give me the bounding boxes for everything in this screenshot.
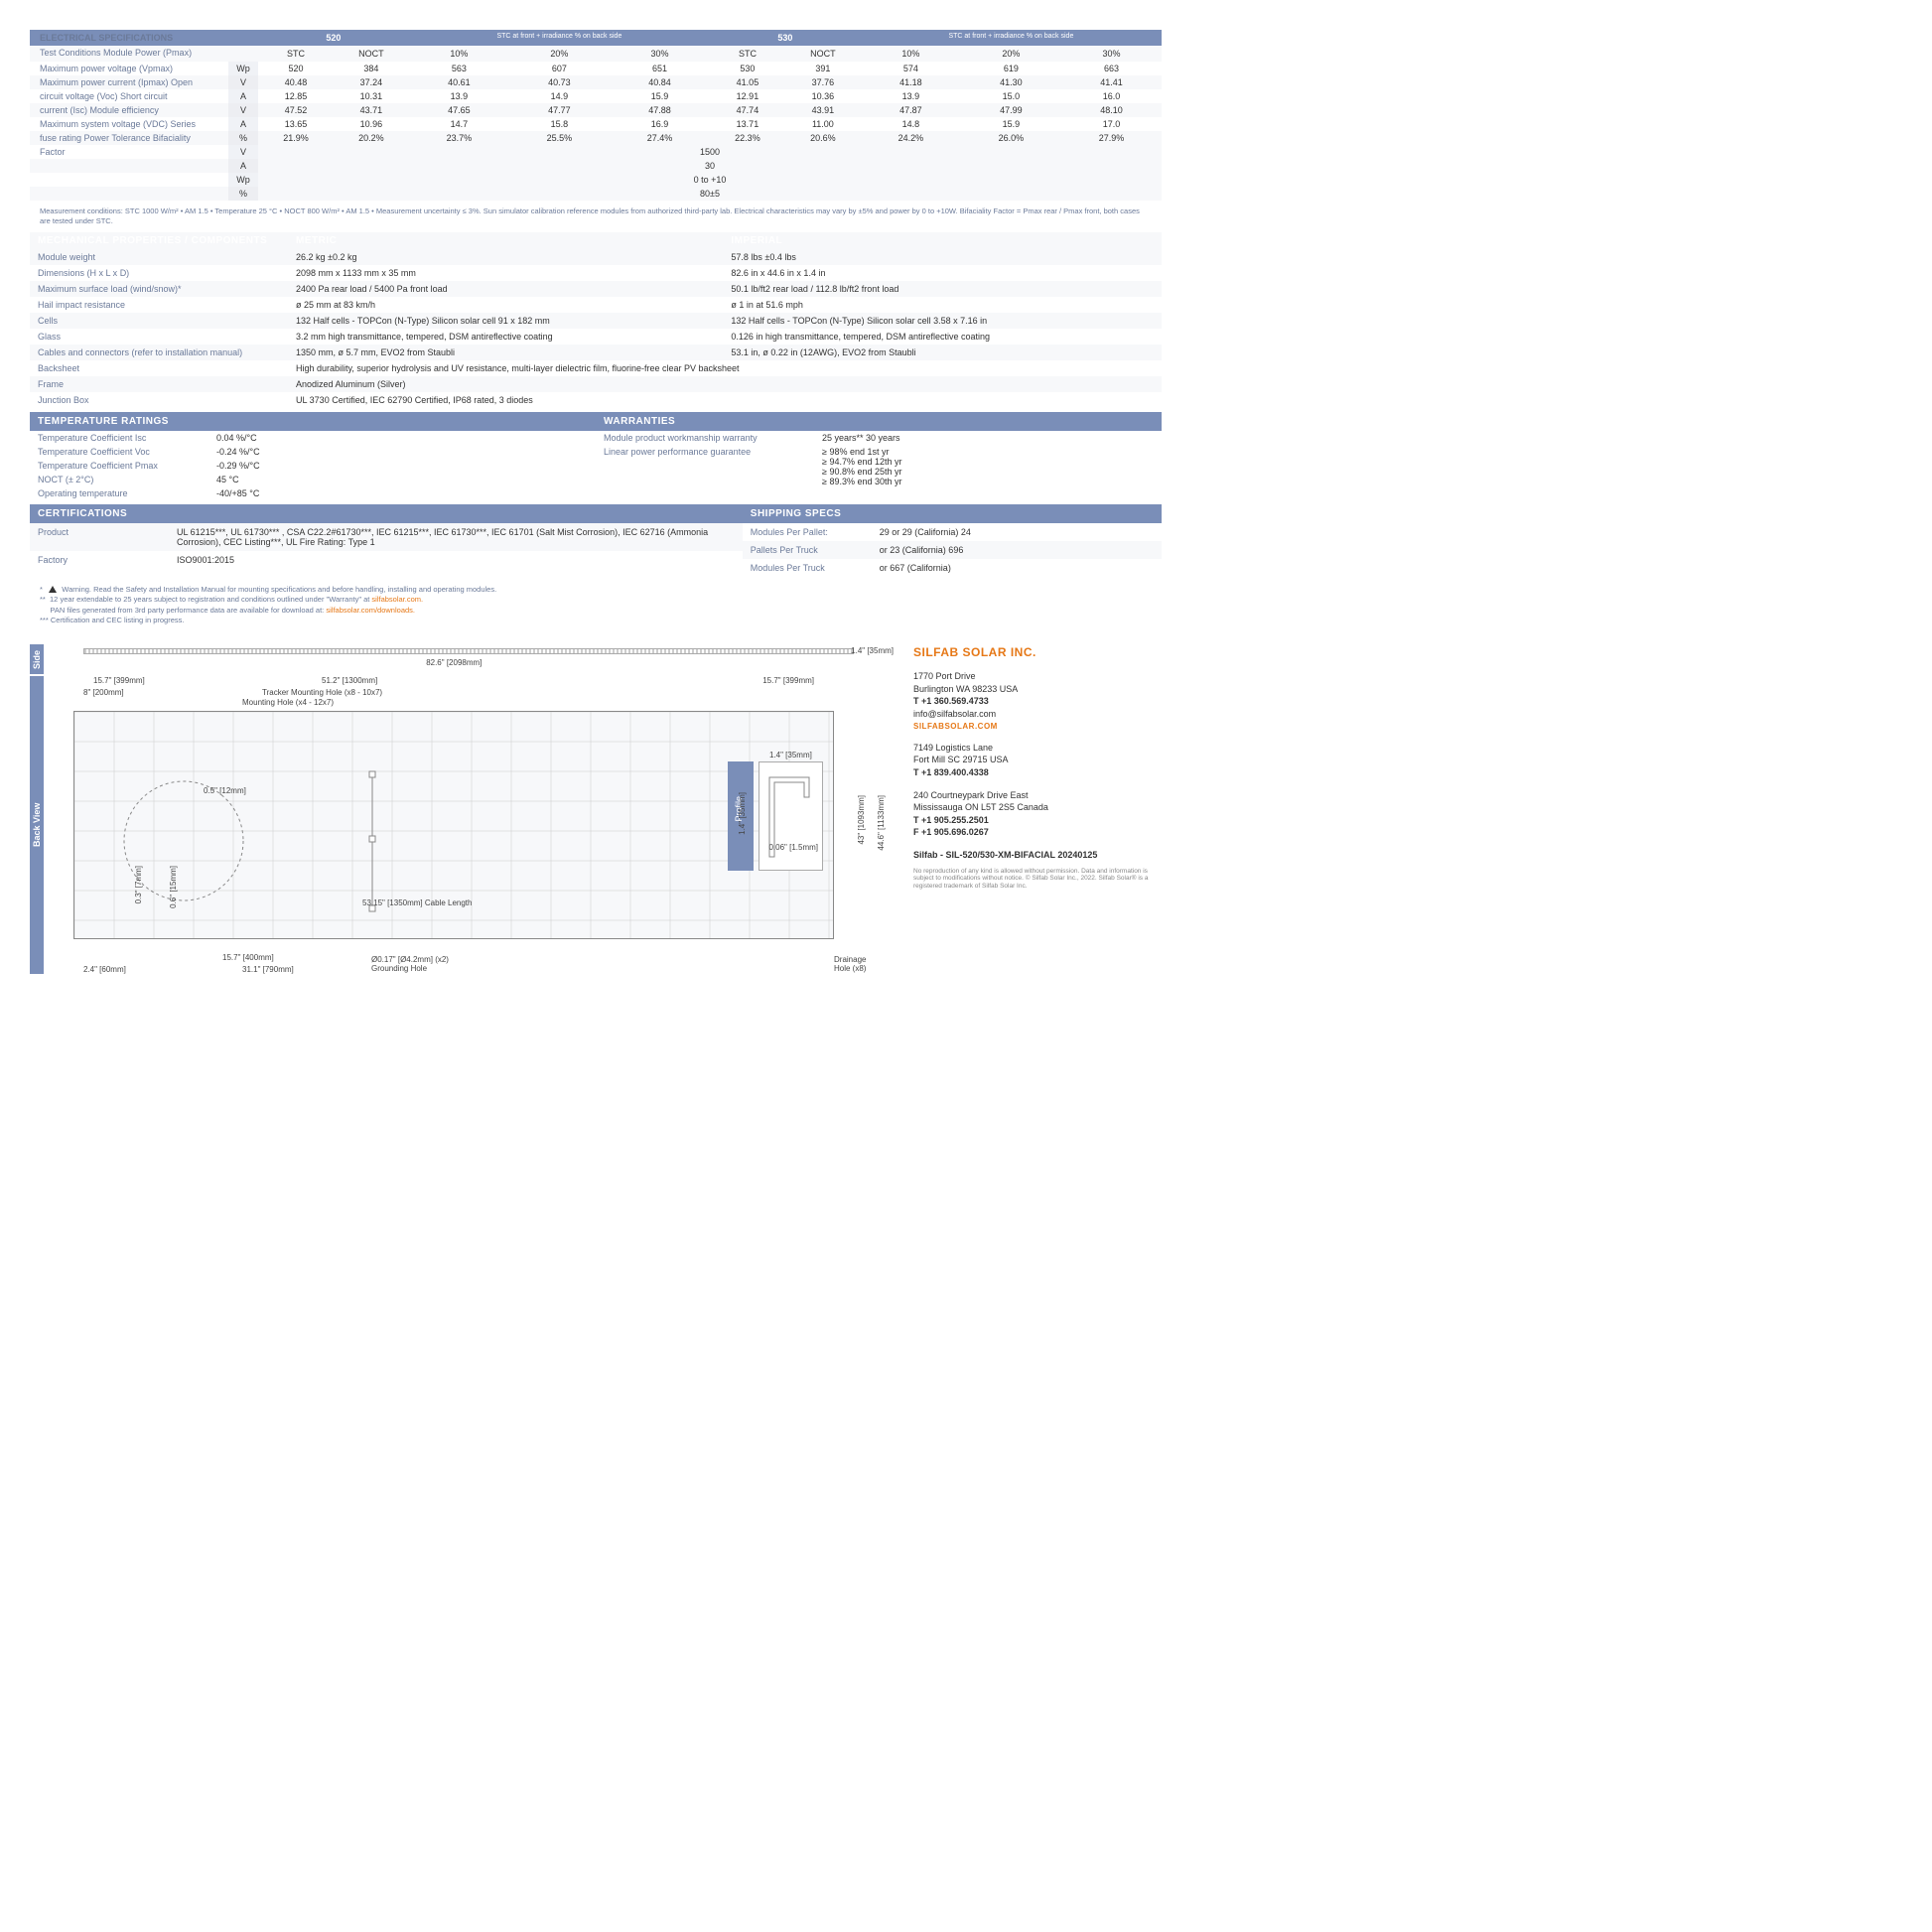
- elec-note: Measurement conditions: STC 1000 W/m² • …: [30, 201, 1162, 232]
- mechanical-table: MECHANICAL PROPERTIES / COMPONENTS METRI…: [30, 232, 1162, 408]
- link-downloads[interactable]: silfabsolar.com/downloads.: [326, 606, 415, 615]
- link-warranty[interactable]: silfabsolar.com.: [371, 595, 423, 604]
- warning-icon: [49, 586, 57, 593]
- model-number: Silfab - SIL-520/530-XM-BIFACIAL 2024012…: [913, 849, 1162, 862]
- elec-title: ELECTRICAL SPECIFICATIONS: [30, 30, 228, 46]
- warranties-table: Module product workmanship warranty25 ye…: [596, 431, 1162, 488]
- ship-title: SHIPPING SPECS: [743, 504, 1162, 523]
- model-520: 520: [258, 30, 409, 46]
- model-530: 530: [710, 30, 861, 46]
- irr-note-b: STC at front + irradiance % on back side: [861, 30, 1162, 46]
- legal-text: No reproduction of any kind is allowed w…: [913, 868, 1162, 891]
- electrical-specs-table: ELECTRICAL SPECIFICATIONS 520 STC at fro…: [30, 30, 1162, 201]
- warr-title: WARRANTIES: [596, 412, 1162, 431]
- company-name: SILFAB SOLAR INC.: [913, 644, 1162, 661]
- footnotes: * Warning. Read the Safety and Installat…: [30, 577, 1162, 634]
- temp-table: Temperature Coefficient Isc0.04 %/°CTemp…: [30, 431, 596, 500]
- cert-table: ProductUL 61215***, UL 61730*** , CSA C2…: [30, 523, 743, 569]
- company-website[interactable]: SILFABSOLAR.COM: [913, 721, 1162, 732]
- technical-diagram: Side 82.6" [2098mm] 1.4" [35mm] Back Vie…: [30, 644, 894, 974]
- ship-table: Modules Per Pallet:29 or 29 (California)…: [743, 523, 1162, 577]
- company-info: SILFAB SOLAR INC. 1770 Port Drive Burlin…: [913, 644, 1162, 974]
- temp-title: TEMPERATURE RATINGS: [30, 412, 596, 431]
- elec-row-label: Test Conditions Module Power (Pmax): [30, 46, 228, 62]
- irr-note-a: STC at front + irradiance % on back side: [409, 30, 710, 46]
- cert-title: CERTIFICATIONS: [30, 504, 743, 523]
